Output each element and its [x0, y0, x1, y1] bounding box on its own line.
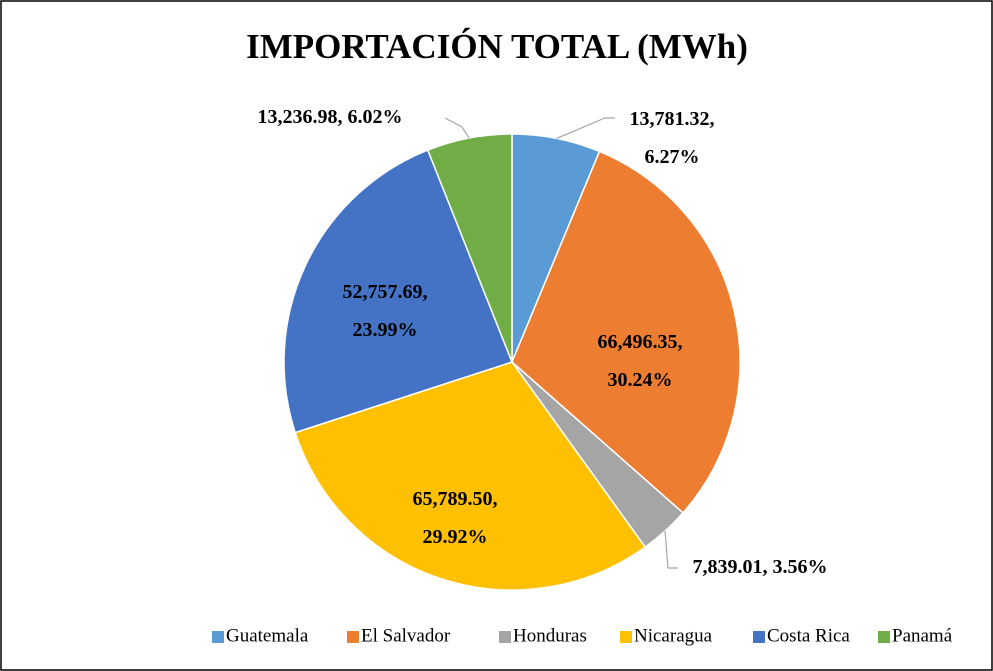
data-label: 13,236.98, 6.02% [258, 106, 403, 128]
legend-label: Costa Rica [767, 625, 850, 646]
data-label-line: 52,757.69, [343, 281, 428, 303]
legend-swatch [212, 631, 224, 643]
pie-slice [511, 150, 741, 514]
data-label: 52,757.69, 23.99% [343, 281, 428, 341]
data-label-line: 13,236.98, 6.02% [258, 106, 403, 128]
legend-swatch [620, 631, 632, 643]
legend-swatch [753, 631, 765, 643]
legend-label: Nicaragua [634, 625, 713, 646]
data-label-line: 6.27% [645, 146, 700, 168]
legend-swatch [347, 631, 359, 643]
legend-swatch [499, 631, 511, 643]
data-label: 13,781.32, 6.27% [630, 108, 715, 168]
data-label: 65,789.50, 29.92% [413, 488, 498, 548]
leader-line [444, 117, 470, 139]
data-label: 66,496.35, 30.24% [598, 331, 683, 391]
data-label-line: 65,789.50, [413, 488, 498, 510]
data-label-line: 66,496.35, [598, 331, 683, 353]
data-label-line: 30.24% [608, 369, 673, 391]
pie-slice [426, 133, 513, 363]
data-label-line: 23.99% [353, 319, 418, 341]
data-label-line: 29.92% [423, 526, 488, 548]
data-label-line: 7,839.01, 3.56% [693, 556, 828, 578]
leader-line [556, 117, 615, 139]
legend-label: Panamá [892, 625, 953, 646]
legend-label: Honduras [513, 625, 587, 646]
legend-label: Guatemala [226, 625, 309, 646]
legend-swatch [878, 631, 890, 643]
data-label: 7,839.01, 3.56% [693, 556, 828, 578]
pie-slice [283, 149, 513, 434]
chart-title: IMPORTACIÓN TOTAL (MWh) [246, 26, 748, 66]
pie-slice [294, 361, 647, 591]
data-label-line: 13,781.32, [630, 108, 715, 130]
leader-line [664, 530, 678, 569]
legend-label: El Salvador [361, 625, 451, 646]
